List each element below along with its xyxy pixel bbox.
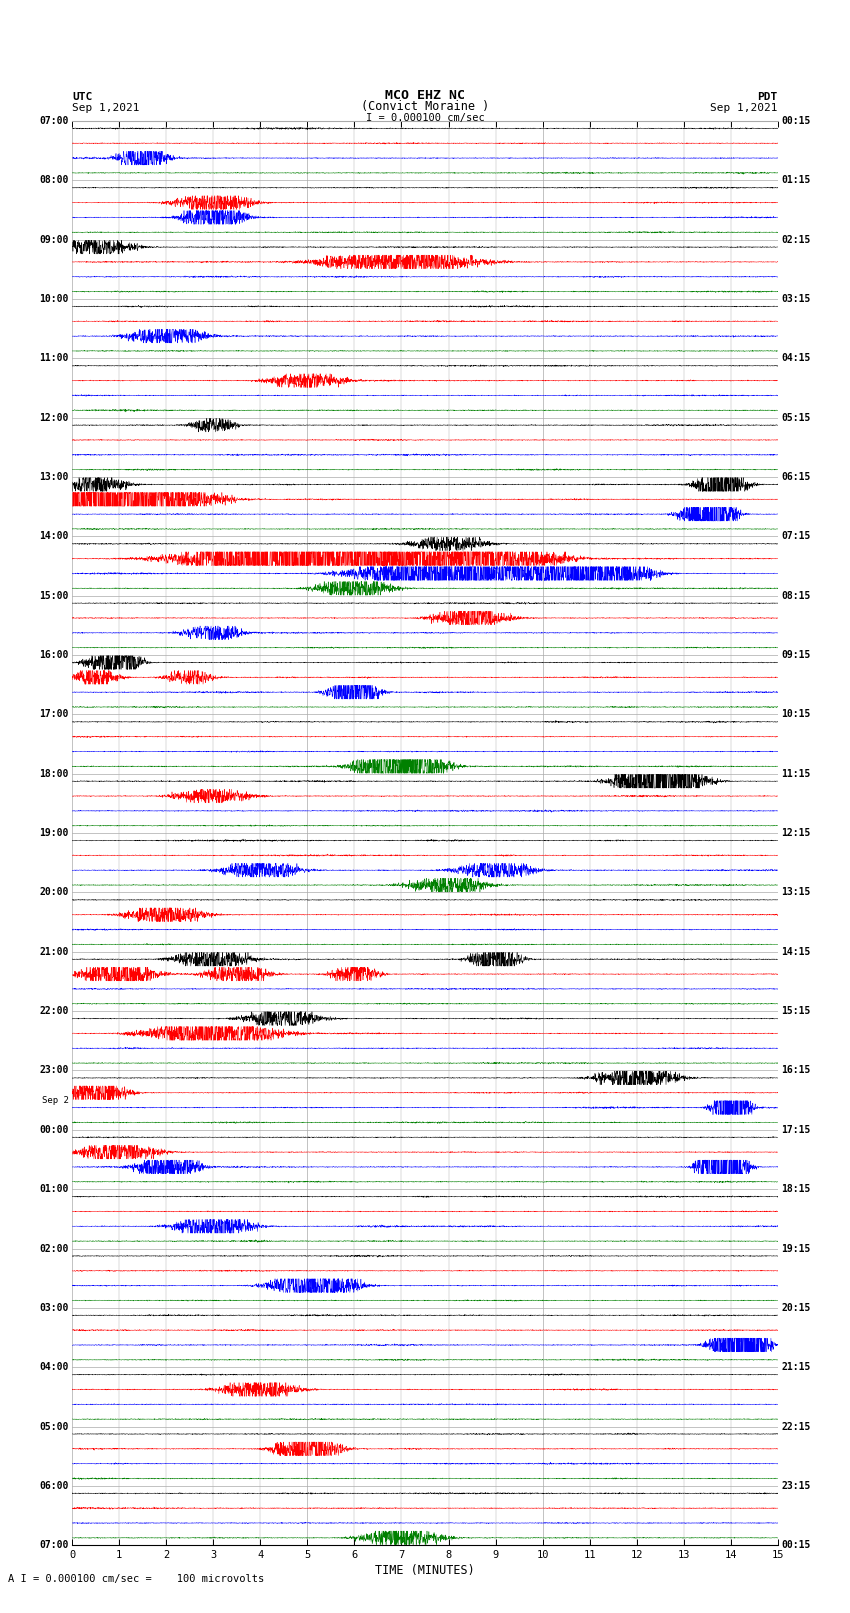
- Text: 22:15: 22:15: [781, 1421, 811, 1432]
- Text: 02:15: 02:15: [781, 234, 811, 245]
- Text: 11:15: 11:15: [781, 769, 811, 779]
- Text: 05:15: 05:15: [781, 413, 811, 423]
- Text: 15:15: 15:15: [781, 1007, 811, 1016]
- Text: 06:15: 06:15: [781, 473, 811, 482]
- Text: 07:15: 07:15: [781, 531, 811, 542]
- Text: 00:15: 00:15: [781, 116, 811, 126]
- Text: 15:00: 15:00: [39, 590, 69, 600]
- Text: 21:00: 21:00: [39, 947, 69, 957]
- Text: 17:00: 17:00: [39, 710, 69, 719]
- Text: 14:15: 14:15: [781, 947, 811, 957]
- Text: A I = 0.000100 cm/sec =    100 microvolts: A I = 0.000100 cm/sec = 100 microvolts: [8, 1574, 264, 1584]
- Text: 17:15: 17:15: [781, 1124, 811, 1136]
- Text: 01:00: 01:00: [39, 1184, 69, 1194]
- Text: 04:15: 04:15: [781, 353, 811, 363]
- Text: (Convict Moraine ): (Convict Moraine ): [361, 100, 489, 113]
- Text: 12:00: 12:00: [39, 413, 69, 423]
- Text: 20:15: 20:15: [781, 1303, 811, 1313]
- Text: UTC: UTC: [72, 92, 93, 102]
- Text: 02:00: 02:00: [39, 1244, 69, 1253]
- Text: 21:15: 21:15: [781, 1363, 811, 1373]
- Text: 10:15: 10:15: [781, 710, 811, 719]
- Text: 19:00: 19:00: [39, 827, 69, 839]
- Text: 03:15: 03:15: [781, 294, 811, 303]
- Text: 10:00: 10:00: [39, 294, 69, 303]
- Text: 09:15: 09:15: [781, 650, 811, 660]
- Text: PDT: PDT: [757, 92, 778, 102]
- Text: 22:00: 22:00: [39, 1007, 69, 1016]
- Text: Sep 1,2021: Sep 1,2021: [72, 103, 139, 113]
- Text: 09:00: 09:00: [39, 234, 69, 245]
- Text: 12:15: 12:15: [781, 827, 811, 839]
- Text: 23:00: 23:00: [39, 1066, 69, 1076]
- Text: 03:00: 03:00: [39, 1303, 69, 1313]
- Text: 04:00: 04:00: [39, 1363, 69, 1373]
- Text: 08:15: 08:15: [781, 590, 811, 600]
- Text: Sep 2: Sep 2: [42, 1095, 69, 1105]
- Text: 11:00: 11:00: [39, 353, 69, 363]
- Text: 19:15: 19:15: [781, 1244, 811, 1253]
- Text: 20:00: 20:00: [39, 887, 69, 897]
- Text: I = 0.000100 cm/sec: I = 0.000100 cm/sec: [366, 113, 484, 124]
- Text: 07:00: 07:00: [39, 116, 69, 126]
- Text: 00:00: 00:00: [39, 1124, 69, 1136]
- Text: 13:15: 13:15: [781, 887, 811, 897]
- Text: 13:00: 13:00: [39, 473, 69, 482]
- Text: 06:00: 06:00: [39, 1481, 69, 1490]
- Text: 14:00: 14:00: [39, 531, 69, 542]
- Text: 23:15: 23:15: [781, 1481, 811, 1490]
- Text: 00:15: 00:15: [781, 1540, 811, 1550]
- Text: 05:00: 05:00: [39, 1421, 69, 1432]
- Text: 16:00: 16:00: [39, 650, 69, 660]
- Text: MCO EHZ NC: MCO EHZ NC: [385, 89, 465, 103]
- X-axis label: TIME (MINUTES): TIME (MINUTES): [375, 1565, 475, 1578]
- Text: 08:00: 08:00: [39, 176, 69, 185]
- Text: 18:00: 18:00: [39, 769, 69, 779]
- Text: Sep 1,2021: Sep 1,2021: [711, 103, 778, 113]
- Text: 01:15: 01:15: [781, 176, 811, 185]
- Text: 07:00: 07:00: [39, 1540, 69, 1550]
- Text: 18:15: 18:15: [781, 1184, 811, 1194]
- Text: 16:15: 16:15: [781, 1066, 811, 1076]
